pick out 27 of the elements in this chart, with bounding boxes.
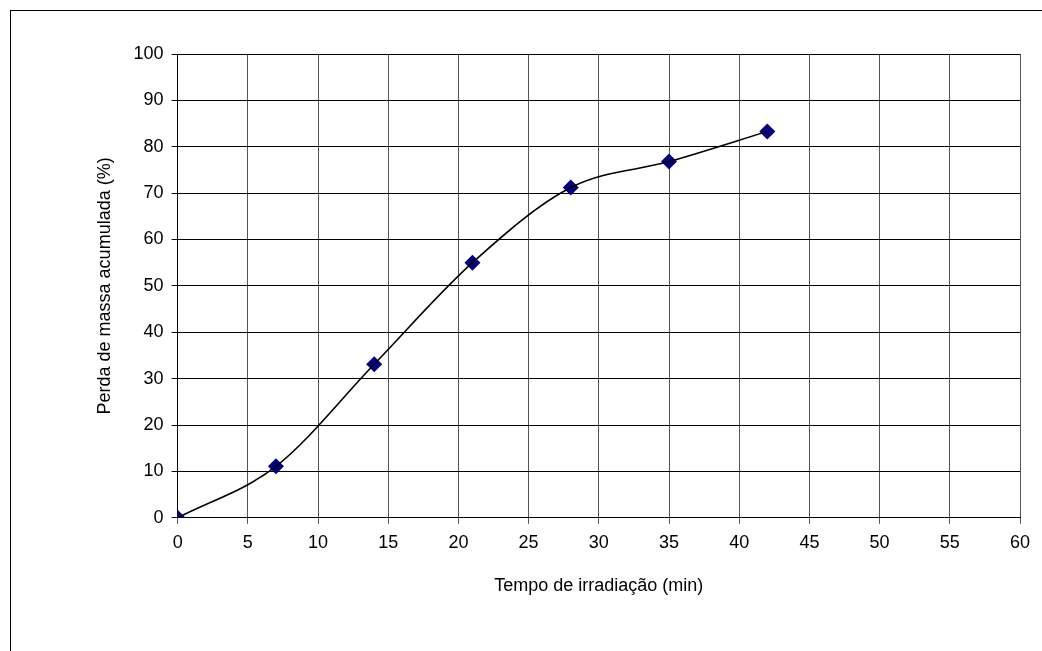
y-tick-label: 30 — [143, 367, 164, 388]
y-tick-label: 80 — [143, 135, 164, 156]
x-tick-label: 25 — [518, 531, 539, 552]
y-tick-label: 100 — [133, 42, 164, 63]
y-tick-label: 50 — [143, 274, 164, 295]
y-tick-label: 70 — [143, 182, 164, 203]
y-tick-label: 0 — [153, 506, 164, 527]
y-tick-label: 40 — [143, 321, 164, 342]
y-axis-title: Perda de massa acumulada (%) — [93, 157, 114, 415]
x-tick-label: 15 — [378, 531, 399, 552]
x-tick-label: 10 — [308, 531, 329, 552]
x-tick-label: 50 — [869, 531, 890, 552]
x-tick-label: 0 — [172, 531, 183, 552]
x-tick-label: 5 — [242, 531, 253, 552]
point — [759, 123, 776, 140]
x-axis-title: Tempo de irradiação (min) — [494, 575, 704, 596]
x-tick-label: 45 — [799, 531, 820, 552]
y-tick-label: 10 — [143, 460, 164, 481]
x-tick-label: 30 — [588, 531, 609, 552]
y-tick-label: 60 — [143, 228, 164, 249]
x-tick-label: 35 — [659, 531, 680, 552]
x-tick-label: 60 — [1009, 531, 1031, 552]
y-tick-label: 90 — [143, 89, 164, 110]
x-tick-label: 20 — [448, 531, 469, 552]
x-tick-label: 55 — [939, 531, 960, 552]
x-tick-label: 40 — [729, 531, 750, 552]
y-tick-label: 20 — [143, 414, 164, 435]
